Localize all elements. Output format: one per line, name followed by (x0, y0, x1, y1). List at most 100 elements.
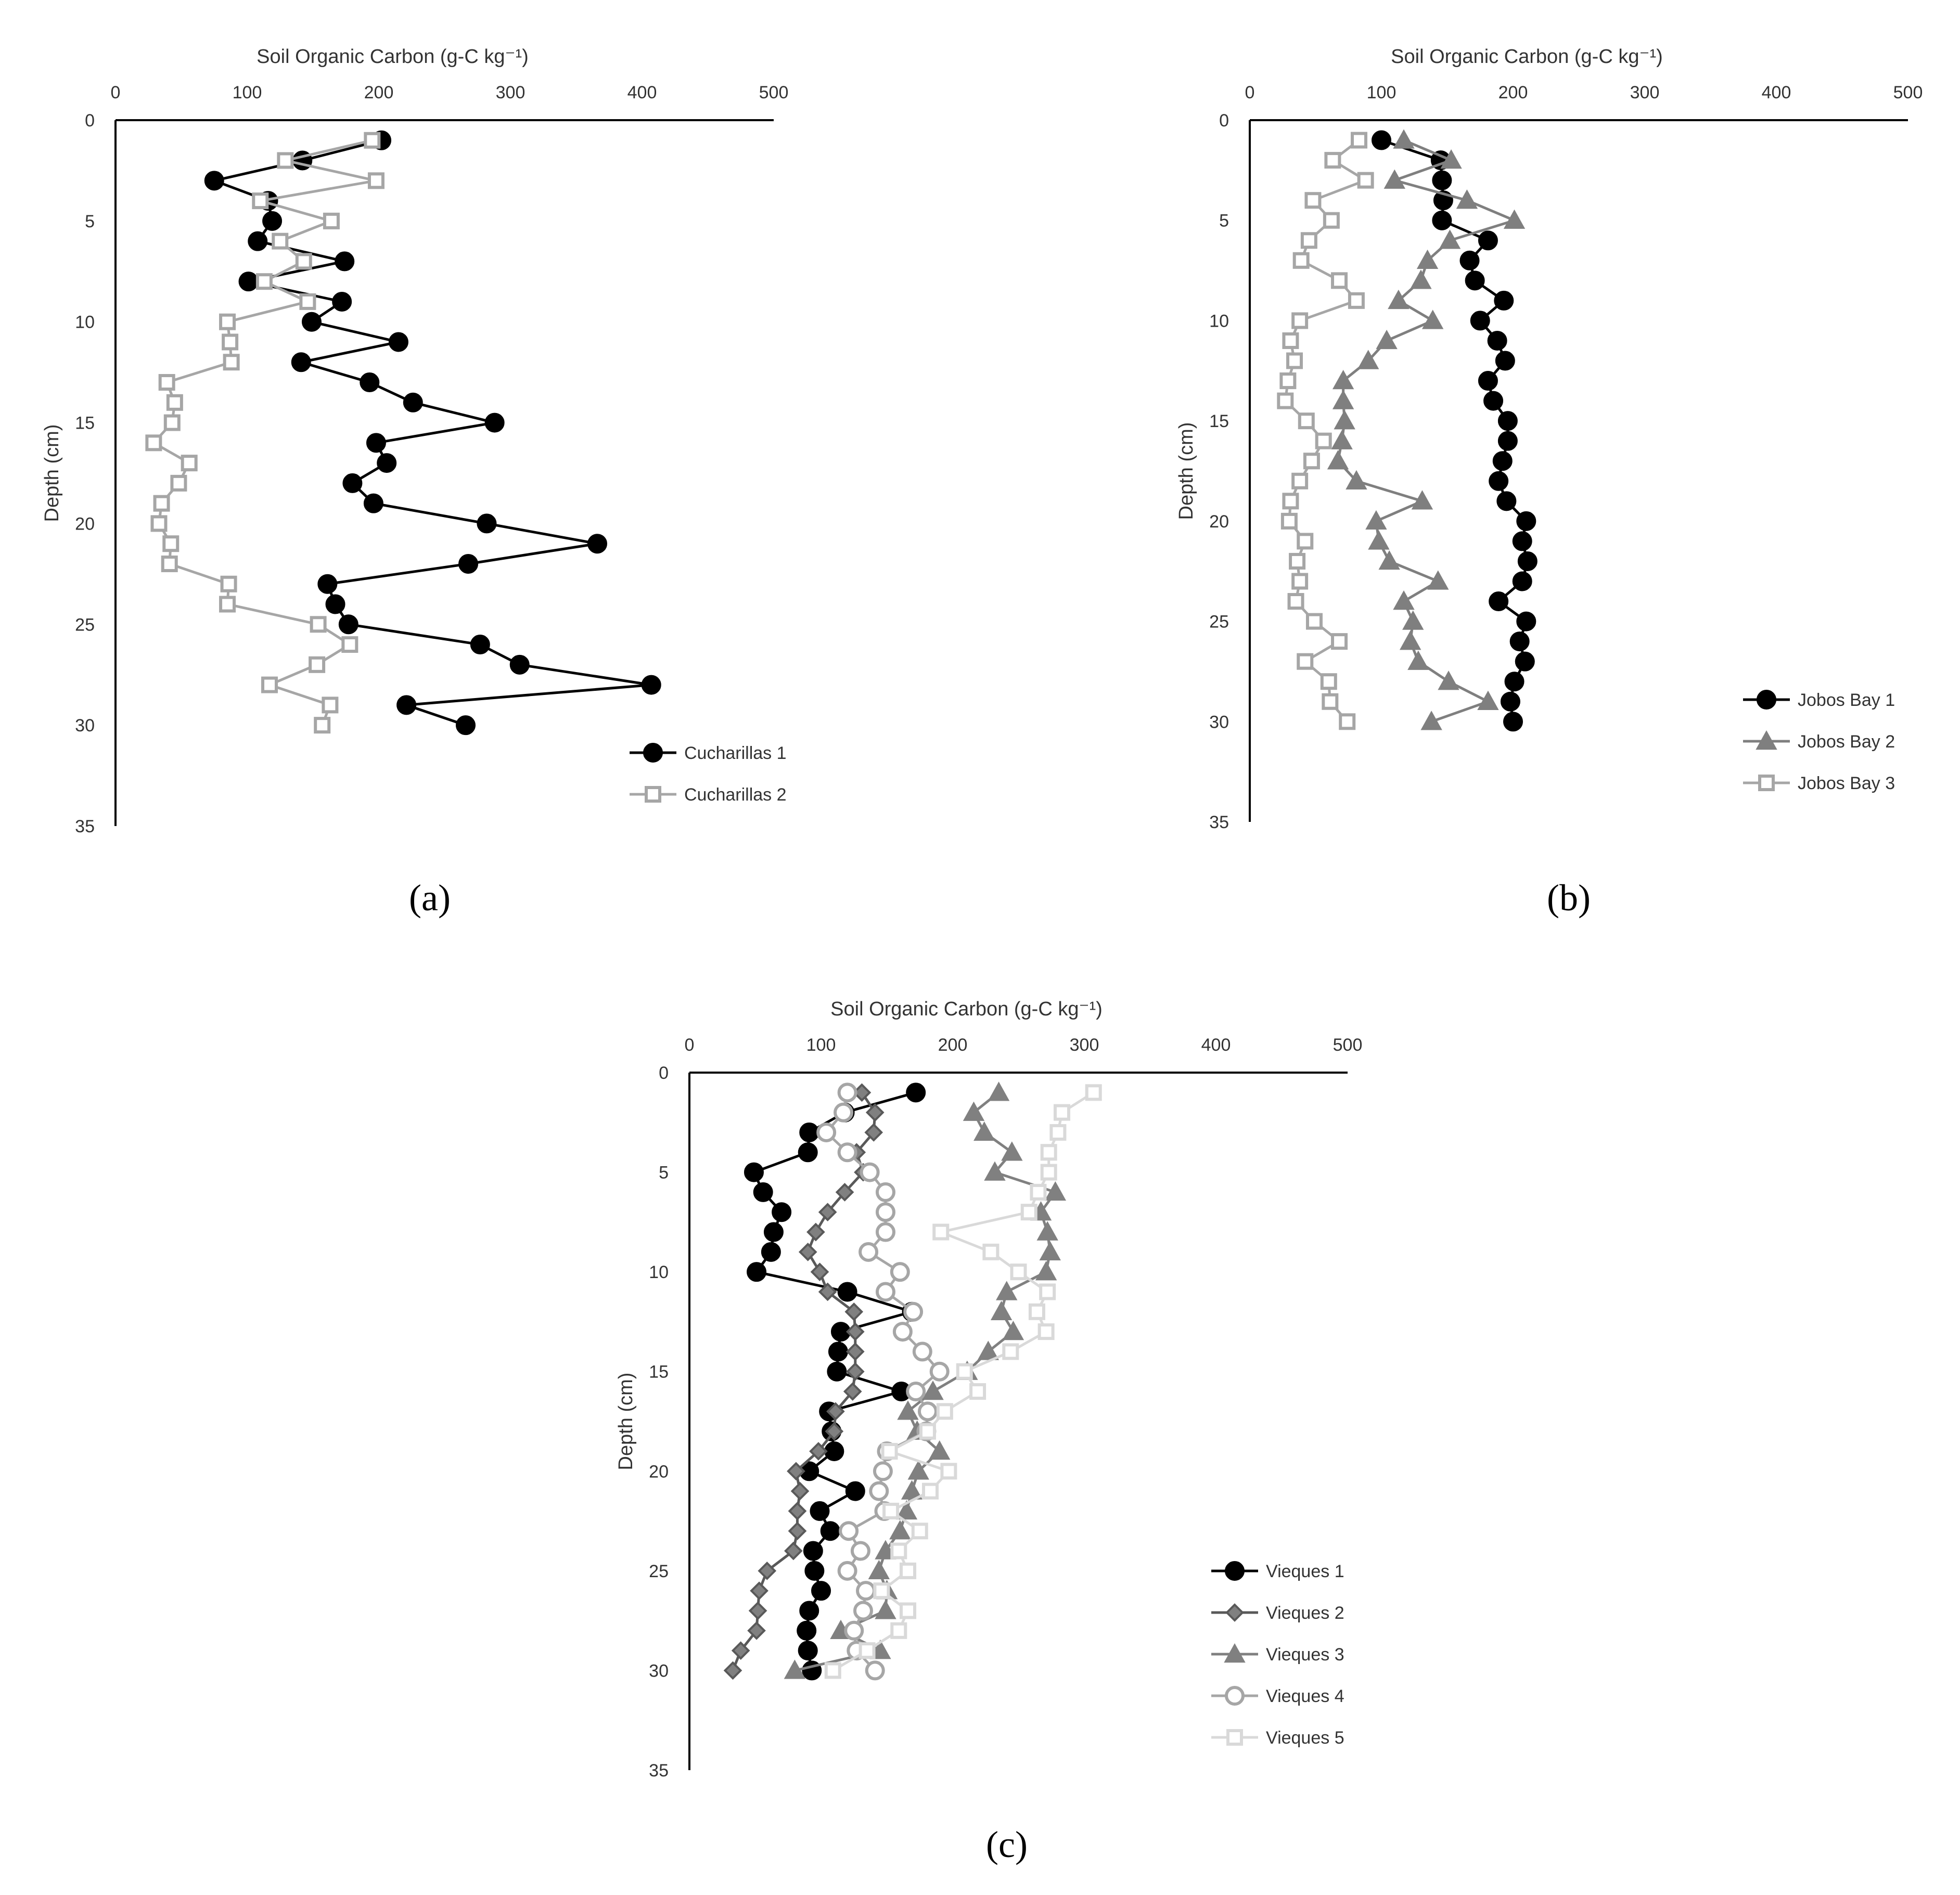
series-line (794, 1091, 1057, 1672)
data-point (839, 1521, 859, 1541)
data-point (277, 152, 294, 169)
legend-item: Vieques 2 (1211, 1603, 1344, 1623)
data-point (845, 1481, 865, 1501)
data-point (204, 171, 224, 191)
y-tick-label: 20 (1209, 512, 1229, 532)
data-point (1053, 1104, 1070, 1121)
data-point (1280, 512, 1298, 530)
y-tick-label: 35 (649, 1761, 669, 1781)
data-point (837, 1561, 857, 1581)
series-jobos-bay-2 (1327, 129, 1526, 730)
data-point (875, 1222, 895, 1242)
data-point (911, 1523, 928, 1540)
legend-label: Vieques 5 (1266, 1728, 1344, 1748)
legend-item: Jobos Bay 2 (1743, 730, 1895, 752)
panel-label: (c) (986, 1824, 1028, 1865)
data-point (367, 172, 385, 189)
data-point (837, 1142, 857, 1163)
data-point (248, 231, 268, 251)
data-point (859, 1642, 876, 1659)
y-tick-label: 10 (1209, 311, 1229, 331)
data-point (341, 636, 358, 653)
data-point (748, 1601, 767, 1620)
data-point (906, 1382, 926, 1402)
legend-item: Vieques 4 (1211, 1686, 1344, 1706)
data-point (1315, 432, 1332, 449)
y-tick-label: 25 (649, 1562, 669, 1581)
y-tick-label: 20 (75, 514, 95, 534)
x-tick-label: 300 (1630, 83, 1660, 102)
data-point (1044, 1181, 1067, 1201)
data-point (868, 1559, 890, 1580)
data-point (1439, 229, 1461, 249)
data-point (1504, 672, 1525, 692)
data-point (890, 1262, 910, 1282)
data-point (366, 433, 386, 453)
data-point (969, 1383, 987, 1400)
data-point (335, 251, 355, 272)
data-point (1517, 551, 1538, 571)
data-point (163, 414, 181, 431)
legend-item: Jobos Bay 1 (1743, 690, 1895, 710)
legend-label: Vieques 2 (1266, 1603, 1344, 1623)
data-point (1001, 1141, 1023, 1161)
data-point (922, 1380, 944, 1400)
data-point (1291, 573, 1309, 590)
data-point (301, 312, 322, 332)
y-tick-label: 25 (1209, 612, 1229, 632)
data-point (396, 695, 417, 715)
data-point (846, 1322, 865, 1341)
data-point (1010, 1264, 1027, 1281)
data-point (309, 656, 326, 673)
y-axis-title: Depth (cm) (41, 424, 63, 522)
data-point (1320, 673, 1337, 690)
y-tick-label: 0 (85, 111, 95, 131)
data-point (912, 1342, 932, 1362)
data-point (1459, 250, 1480, 270)
data-point (1291, 312, 1309, 329)
data-point (1334, 410, 1355, 430)
panel-label: (a) (409, 877, 451, 919)
y-tick-label: 5 (1219, 211, 1229, 231)
data-point (1516, 511, 1536, 531)
data-point (788, 1502, 807, 1520)
x-tick-label: 100 (233, 83, 262, 102)
data-point (262, 211, 283, 231)
data-point (1037, 1323, 1055, 1340)
x-tick-label: 300 (496, 83, 526, 102)
data-point (787, 1462, 805, 1481)
data-point (818, 1282, 837, 1301)
data-point (1376, 329, 1398, 350)
data-point (1292, 252, 1310, 269)
legend-item: Cucharillas 1 (630, 743, 787, 763)
data-point (332, 291, 352, 312)
data-point (1324, 152, 1341, 169)
data-point (1049, 1124, 1067, 1141)
data-point (844, 1302, 864, 1321)
data-point (1372, 130, 1391, 150)
data-point (1503, 209, 1526, 229)
data-point (744, 1162, 764, 1182)
data-point (295, 253, 312, 270)
data-point (403, 392, 423, 412)
data-point (825, 1422, 844, 1441)
series-jobos-bay-1 (1372, 130, 1538, 732)
data-point (811, 1581, 831, 1601)
data-point (788, 1522, 807, 1541)
x-tick-label: 0 (111, 83, 121, 102)
data-point (322, 697, 339, 714)
data-point (1402, 610, 1424, 630)
data-point (982, 1243, 1000, 1260)
data-point (1300, 232, 1317, 249)
y-tick-label: 0 (1219, 111, 1229, 131)
data-point (360, 372, 380, 393)
data-point (1410, 269, 1432, 289)
legend-marker (645, 786, 661, 803)
data-point (338, 614, 358, 635)
data-point (145, 434, 162, 452)
y-tick-label: 15 (649, 1362, 669, 1382)
data-point (853, 1601, 873, 1621)
data-point (1407, 650, 1429, 670)
y-tick-label: 5 (85, 212, 95, 231)
